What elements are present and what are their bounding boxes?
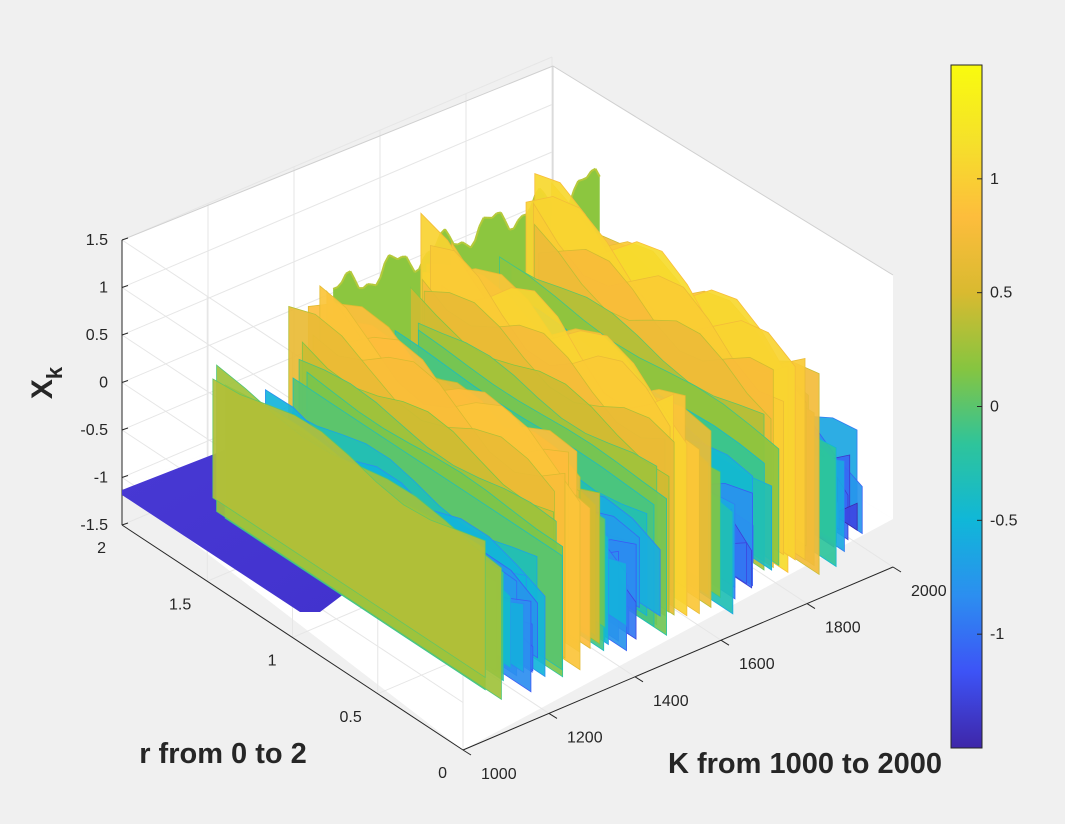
x-tick-labels: 1000 1200 1400 1600 1800 2000 xyxy=(462,566,947,783)
z-tick-label: 0 xyxy=(99,375,108,392)
y-tick-label: 0.5 xyxy=(340,709,362,726)
ridge-crest xyxy=(375,276,382,286)
colorbar-tick-label: 0.5 xyxy=(990,285,1012,302)
x-tick-label: 1600 xyxy=(739,656,775,673)
ridge-crest xyxy=(336,281,343,288)
ridge-crest xyxy=(573,180,580,191)
ridge-crest xyxy=(496,211,502,215)
x-tick-label: 1800 xyxy=(825,620,861,637)
z-axis-label-sub: k xyxy=(42,366,67,379)
y-tick-label: 1 xyxy=(268,653,277,670)
ridge-crest xyxy=(444,228,451,237)
z-tick-mark xyxy=(121,475,129,478)
z-tick-mark xyxy=(121,237,129,241)
ridge-crest xyxy=(353,278,360,289)
y-tick-label: 2 xyxy=(97,540,106,557)
z-tick-mark xyxy=(121,380,129,383)
ridge-crest xyxy=(379,262,386,278)
ridge-crest xyxy=(332,286,338,290)
grid-line xyxy=(121,56,553,241)
x-tick-label: 1000 xyxy=(481,766,517,783)
ridge-crest xyxy=(499,211,507,222)
z-tick-label: -0.5 xyxy=(80,422,108,439)
z-tick-label: 1.5 xyxy=(86,232,108,249)
ridge-crest xyxy=(439,228,446,235)
colorbar: -1 -0.5 0 0.5 1 xyxy=(950,64,1018,749)
z-tick-labels: -1.5 -1 -0.5 0 0.5 1 1.5 xyxy=(80,232,129,534)
x-tick-mark xyxy=(462,749,472,756)
ridge-crest xyxy=(517,215,524,222)
ridge-crest xyxy=(453,242,458,246)
grid-line xyxy=(121,104,553,288)
z-tick-mark xyxy=(121,427,129,431)
ridge-crest xyxy=(409,264,416,273)
ridge-crest xyxy=(388,254,394,258)
ridge-crest xyxy=(349,270,356,280)
colorbar-tick-label: -1 xyxy=(990,626,1004,643)
colorbar-tick-label: 0 xyxy=(990,399,999,416)
ridge-crest xyxy=(474,226,481,242)
z-tick-mark xyxy=(121,332,129,336)
x-tick-label: 1400 xyxy=(653,693,689,710)
ridge-crest xyxy=(371,283,377,287)
ridge-crest xyxy=(461,241,467,246)
surface xyxy=(122,167,863,701)
y-tick-label: 1.5 xyxy=(169,596,191,613)
ridge-crest xyxy=(383,254,390,264)
surface-slice xyxy=(212,378,486,679)
ridge-crest xyxy=(586,170,592,179)
colorbar-tick-label: -0.5 xyxy=(990,512,1018,529)
chaotic-sheets xyxy=(212,173,863,701)
x-tick-label: 1200 xyxy=(567,729,603,746)
ridge-crest xyxy=(448,235,455,245)
ridge-crest xyxy=(504,220,511,231)
ridge-crest xyxy=(397,255,403,261)
colorbar-tick-label: 1 xyxy=(990,171,999,188)
z-tick-label: -1.5 xyxy=(80,517,108,534)
x-tick-mark xyxy=(892,566,902,573)
ridge-crest xyxy=(457,241,463,246)
ridge-crest xyxy=(594,168,601,178)
z-tick-label: -1 xyxy=(94,470,108,487)
z-tick-label: 1 xyxy=(99,280,108,297)
ridge-crest xyxy=(340,273,347,283)
grid-line xyxy=(121,151,553,336)
colorbar-ticks: -1 -0.5 0 0.5 1 xyxy=(977,171,1018,643)
z-tick-mark xyxy=(121,522,129,526)
ridge-crest xyxy=(512,219,519,230)
x-tick-mark xyxy=(634,676,644,683)
ridge-crest xyxy=(577,178,583,182)
ridge-crest xyxy=(414,268,420,274)
ridge-crest xyxy=(491,212,498,219)
y-axis-label: r from 0 to 2 xyxy=(139,738,307,770)
ridge-crest xyxy=(509,227,514,231)
ridge-crest xyxy=(478,217,485,228)
z-tick-mark xyxy=(121,285,129,288)
z-axis-label: Xk xyxy=(26,366,67,399)
x-tick-label: 2000 xyxy=(911,583,947,600)
ridge-crest xyxy=(582,176,588,181)
x-tick-mark xyxy=(806,603,816,610)
ridge-crest xyxy=(469,240,476,249)
ridge-crest xyxy=(405,256,412,266)
ridge-crest xyxy=(392,256,399,261)
x-tick-mark xyxy=(720,639,730,646)
x-axis-label: K from 1000 to 2000 xyxy=(668,748,942,780)
y-tick-labels: 0 0.5 1 1.5 2 xyxy=(97,540,447,782)
y-tick-label: 0 xyxy=(438,765,447,782)
x-tick-mark xyxy=(548,712,558,719)
ridge-crest xyxy=(362,283,369,289)
colorbar-body xyxy=(950,64,983,749)
z-axis-label-base: X xyxy=(26,379,59,399)
z-tick-label: 0.5 xyxy=(86,327,108,344)
